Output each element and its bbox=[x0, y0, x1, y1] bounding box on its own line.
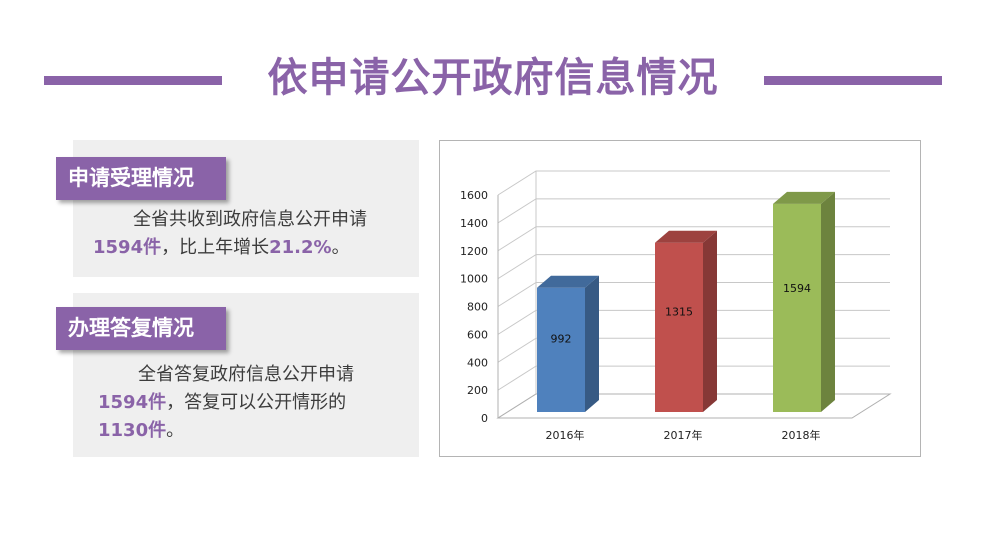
highlight-count: 1594件 bbox=[98, 392, 167, 413]
section-text-application: 全省共收到政府信息公开申请 1594件，比上年增长21.2%。 bbox=[93, 206, 413, 262]
y-tick-label: 1200 bbox=[460, 245, 488, 258]
chart-floor bbox=[496, 393, 892, 419]
title-divider-left bbox=[44, 76, 222, 85]
section-text-reply: 全省答复政府信息公开申请 1594件，答复可以公开情形的 1130件。 bbox=[98, 361, 408, 445]
bar-2016年 bbox=[537, 287, 585, 412]
bar-chart: 0 200 400 600 800 1000 1200 1400 1600 992 2016年 131… bbox=[439, 140, 921, 457]
text-line: 1130件。 bbox=[98, 417, 408, 445]
bar-side bbox=[821, 191, 835, 412]
section-tag-application: 申请受理情况 bbox=[56, 157, 226, 200]
data-label: 1594 bbox=[783, 282, 811, 295]
text-line: 1594件，答复可以公开情形的 bbox=[98, 389, 408, 417]
bar-2018年 bbox=[773, 203, 821, 412]
x-tick-label: 2016年 bbox=[546, 428, 585, 442]
y-tick-label: 0 bbox=[481, 412, 488, 425]
x-tick-label: 2017年 bbox=[664, 428, 703, 442]
text-fragment: 。 bbox=[166, 420, 185, 441]
bar-chart-canvas: 0 200 400 600 800 1000 1200 1400 1600 992 2016年 131… bbox=[460, 170, 892, 442]
data-label: 1315 bbox=[665, 305, 693, 318]
text-fragment: ，比上年增长 bbox=[161, 237, 270, 258]
bar-top bbox=[773, 191, 835, 204]
highlight-count: 1130件 bbox=[98, 420, 167, 441]
y-tick-label: 800 bbox=[467, 301, 488, 314]
y-tick-label: 1600 bbox=[460, 189, 488, 202]
title-divider-right bbox=[764, 76, 942, 85]
bar-top bbox=[655, 230, 717, 243]
y-tick-label: 1000 bbox=[460, 273, 488, 286]
text-fragment: 。 bbox=[331, 237, 350, 258]
text-line: 全省答复政府信息公开申请 bbox=[138, 364, 354, 385]
y-tick-label: 1400 bbox=[460, 217, 488, 230]
bar-2017年 bbox=[655, 242, 703, 412]
text-line: 1594件，比上年增长21.2%。 bbox=[93, 234, 413, 262]
highlight-percent: 21.2% bbox=[269, 237, 332, 258]
section-tag-reply: 办理答复情况 bbox=[56, 307, 226, 350]
bar-top bbox=[537, 275, 599, 288]
y-tick-label: 400 bbox=[467, 356, 488, 369]
y-tick-label: 600 bbox=[467, 328, 488, 341]
text-line: 全省共收到政府信息公开申请 bbox=[133, 209, 367, 230]
data-label: 992 bbox=[551, 332, 572, 345]
text-fragment: ，答复可以公开情形的 bbox=[166, 392, 347, 413]
x-tick-label: 2018年 bbox=[782, 428, 821, 442]
page-title: 依申请公开政府信息情况 bbox=[267, 55, 719, 101]
bar-side bbox=[703, 230, 717, 412]
highlight-count: 1594件 bbox=[93, 237, 162, 258]
gridline bbox=[497, 170, 890, 196]
bar-side bbox=[585, 275, 599, 412]
y-tick-label: 200 bbox=[467, 384, 488, 397]
